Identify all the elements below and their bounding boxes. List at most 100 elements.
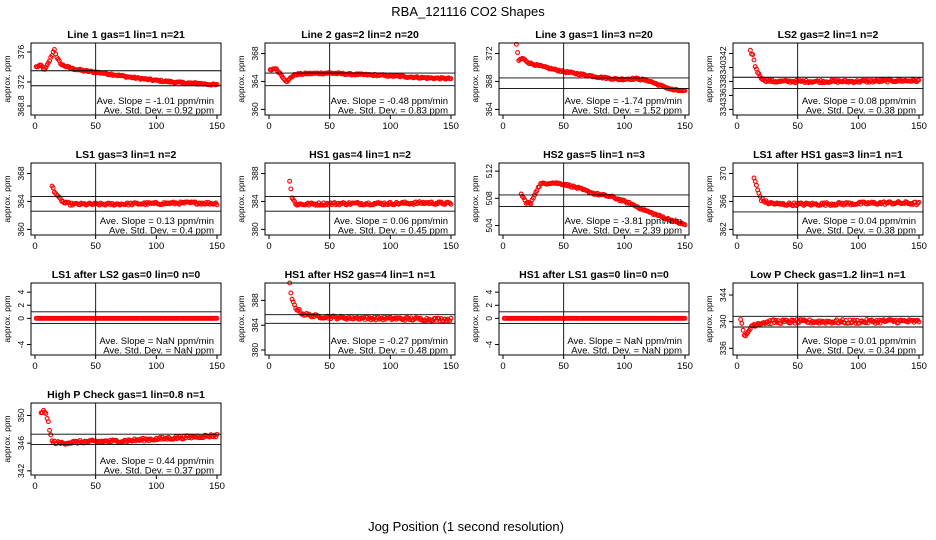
y-tick-label: 372 (484, 46, 494, 60)
x-tick-label: 0 (32, 481, 37, 492)
panel-frame (732, 282, 924, 356)
std-dev-annotation: Ave. Std. Dev. = 0.34 ppm (806, 346, 916, 357)
x-tick-label: 150 (209, 241, 225, 252)
x-tick-label: 50 (324, 361, 335, 372)
data-points (513, 41, 688, 94)
x-tick-label: 150 (677, 241, 693, 252)
data-point (213, 434, 219, 440)
y-tick-label: 364 (16, 194, 26, 208)
y-tick-label: 2 (484, 303, 494, 308)
x-tick-label: 100 (616, 121, 632, 132)
data-point (740, 327, 746, 333)
y-tick-label: 2 (16, 303, 26, 308)
y-tick-label: 368 (484, 74, 494, 88)
slope-annotation: Ave. Slope = 0.08 ppm/min (802, 96, 916, 107)
y-tick-label: 372 (16, 75, 26, 89)
x-tick-label: 0 (734, 361, 739, 372)
data-point (48, 432, 54, 438)
data-points (738, 317, 922, 339)
y-tick-label: 364 (484, 102, 494, 116)
y-tick-label: 384 (250, 318, 260, 332)
x-tick-label: 50 (90, 481, 101, 492)
slope-annotation: Ave. Slope = -0.27 ppm/min (331, 336, 448, 347)
data-points (49, 183, 220, 208)
y-tick-label: 340 (718, 60, 728, 74)
data-point (43, 64, 49, 70)
x-tick-label: 50 (324, 241, 335, 252)
y-tick-label: 346 (16, 436, 26, 450)
y-tick-label: 366 (718, 194, 728, 208)
data-point (402, 317, 408, 323)
x-tick-label: 150 (911, 241, 927, 252)
x-tick-label: 100 (148, 121, 164, 132)
slope-annotation: Ave. Slope = 0.04 ppm/min (802, 216, 916, 227)
panel-13: High P Check gas=1 lin=0.8 n=1 approx. pp… (2, 389, 225, 492)
std-dev-annotation: Ave. Std. Dev. = 0.4 ppm (109, 226, 214, 237)
data-point (513, 41, 519, 47)
panel-8: LS1 after HS1 gas=3 lin=1 n=1 approx. ppm… (704, 149, 927, 252)
y-axis-label: approx. ppm (236, 295, 246, 342)
x-tick-label: 150 (443, 241, 459, 252)
slope-annotation: Ave. Slope = NaN ppm/min (567, 336, 682, 347)
slope-annotation: Ave. Slope = -3.81 ppm/min (565, 216, 682, 227)
panel-title: LS2 gas=2 lin=1 n=2 (778, 29, 879, 41)
y-tick-label: -4 (484, 340, 494, 348)
panel-frame (30, 162, 222, 236)
panel-7: HS2 gas=5 lin=1 n=3 approx. ppm 0 50 100 150 5… (470, 149, 693, 252)
data-point (747, 47, 753, 53)
data-point (515, 50, 521, 55)
data-points (267, 66, 454, 85)
data-point (167, 201, 173, 207)
y-tick-label: 342 (16, 463, 26, 477)
x-tick-label: 50 (90, 121, 101, 132)
panel-title: HS1 after LS1 gas=0 lin=0 n=0 (519, 269, 669, 281)
figure-title: RBA_121116 CO2 Shapes (391, 4, 545, 19)
x-tick-label: 100 (616, 361, 632, 372)
y-tick-label: 364 (250, 74, 260, 88)
panel-11: HS1 after LS1 gas=0 lin=0 n=0 approx. ppm… (470, 269, 693, 372)
x-tick-label: 150 (209, 481, 225, 492)
panel-frame (264, 282, 456, 356)
y-axis-label: approx. ppm (236, 175, 246, 222)
x-tick-label: 0 (734, 241, 739, 252)
data-points (33, 315, 220, 321)
y-axis-label: approx. ppm (2, 55, 12, 102)
y-axis-label: approx. ppm (2, 415, 12, 462)
panel-frame (30, 402, 222, 476)
x-tick-label: 0 (32, 361, 37, 372)
data-point (214, 81, 220, 87)
x-tick-label: 100 (850, 361, 866, 372)
y-tick-label: 360 (16, 222, 26, 236)
x-tick-label: 100 (382, 361, 398, 372)
data-point (50, 185, 56, 191)
slope-annotation: Ave. Slope = -0.48 ppm/min (331, 96, 448, 107)
x-tick-label: 100 (148, 241, 164, 252)
std-dev-annotation: Ave. Std. Dev. = 2.39 ppm (572, 226, 682, 237)
y-tick-label: 380 (250, 343, 260, 357)
y-tick-label: -4 (16, 340, 26, 348)
data-point (447, 200, 453, 206)
y-tick-label: 512 (484, 164, 494, 178)
data-point (138, 436, 144, 442)
data-point (288, 290, 294, 296)
panel-frame (498, 42, 690, 116)
data-point (916, 199, 922, 205)
panel-frame (30, 282, 222, 356)
slope-annotation: Ave. Slope = 0.01 ppm/min (802, 336, 916, 347)
data-point (753, 182, 759, 188)
x-tick-label: 150 (677, 361, 693, 372)
y-axis-label: approx. ppm (704, 175, 714, 222)
data-point (287, 178, 293, 184)
data-point (518, 191, 524, 197)
data-point (751, 57, 757, 63)
panel-4: LS2 gas=2 lin=1 n=2 approx. ppm 0 50 100 150 3… (704, 29, 927, 132)
panel-frame (498, 282, 690, 356)
data-point (916, 77, 922, 83)
x-tick-label: 100 (148, 481, 164, 492)
x-tick-label: 0 (734, 121, 739, 132)
x-tick-label: 150 (443, 361, 459, 372)
panel-frame (30, 42, 222, 116)
y-tick-label: 334 (718, 102, 728, 116)
y-tick-label: 376 (16, 45, 26, 59)
x-tick-label: 100 (850, 121, 866, 132)
